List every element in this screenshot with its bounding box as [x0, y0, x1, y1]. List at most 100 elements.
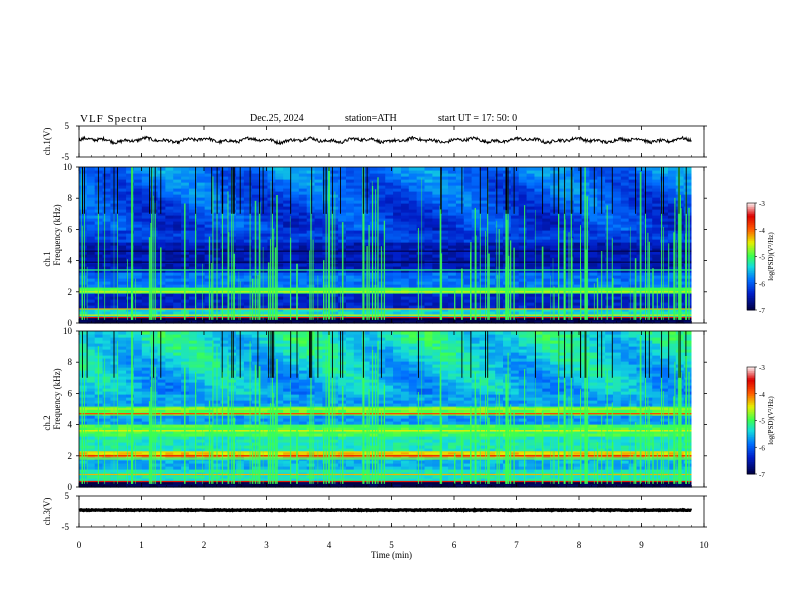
spectrogram-cell	[133, 439, 143, 443]
spectrogram-cell	[455, 233, 465, 237]
spectrogram-cell	[79, 355, 88, 359]
spectrogram-cell	[259, 188, 269, 192]
spectrogram-cell	[118, 346, 127, 350]
spectrogram-cell	[526, 215, 536, 219]
spectrogram-cell	[228, 173, 237, 177]
spectrogram-cell	[644, 182, 653, 186]
spectrogram-cell	[565, 305, 575, 309]
spectrogram-cell	[314, 203, 324, 207]
spectrogram-cell	[393, 320, 402, 324]
spectrogram-cell	[275, 209, 284, 213]
spectrogram-cell	[558, 299, 567, 303]
spectrogram-cell	[283, 191, 292, 195]
spectrogram-cell	[79, 209, 88, 213]
spectrogram-cell	[126, 239, 135, 243]
spectrogram-cell	[377, 200, 386, 204]
spectrogram-cell	[432, 242, 441, 246]
spectrogram-cell	[605, 194, 614, 198]
spectrogram-cell	[550, 284, 559, 288]
spectrogram-cell	[455, 200, 465, 204]
spectrogram-cell	[118, 185, 127, 189]
spectrogram-cell	[495, 212, 504, 216]
spectrogram-cell	[188, 200, 198, 204]
spectrogram-cell	[455, 296, 465, 300]
spectrogram-cell	[118, 272, 127, 276]
spectrogram-cell	[432, 311, 441, 315]
spectrogram-cell	[126, 397, 135, 401]
spectrogram-cell	[518, 245, 528, 249]
spectrogram-cell	[196, 302, 206, 306]
spectrogram-cell	[220, 311, 229, 315]
spectrogram-cell	[652, 218, 661, 222]
spectrogram-cell	[660, 320, 669, 324]
spectrogram-cell	[361, 218, 371, 222]
spectrogram-cell	[149, 179, 159, 183]
spectrogram-cell	[306, 296, 316, 300]
spectrogram-cell	[149, 251, 159, 255]
spectrogram-cell	[612, 269, 622, 273]
spectrogram-cell	[612, 188, 622, 192]
spectrogram-cell	[126, 460, 135, 464]
spectrogram-cell	[133, 269, 143, 273]
spectrogram-cell	[306, 272, 316, 276]
spectrogram-cell	[385, 215, 394, 219]
spectrogram-cell	[440, 203, 449, 207]
spectrogram-cell	[503, 200, 512, 204]
spectrogram-cell	[165, 221, 174, 225]
spectrogram-cell	[306, 320, 316, 324]
spectrogram-cell	[157, 191, 166, 195]
spectrogram-cell	[165, 233, 174, 237]
spectrogram-cell	[267, 197, 276, 201]
spectrogram-cell	[165, 275, 174, 279]
spectrogram-cell	[243, 317, 253, 321]
spectrogram-cell	[110, 481, 119, 485]
spectrogram-cell	[126, 475, 135, 479]
spectrogram-cell	[400, 278, 410, 282]
spectrogram-cell	[243, 266, 253, 270]
spectrogram-cell	[455, 239, 465, 243]
spectrogram-cell	[236, 257, 245, 261]
spectrogram-cell	[573, 320, 583, 324]
spectrogram-cell	[424, 173, 433, 177]
spectrogram-cell	[644, 251, 653, 255]
spectrogram-cell	[322, 236, 331, 240]
spectrogram-cell	[440, 245, 449, 249]
spectrogram-cell	[314, 170, 324, 174]
spectrogram-cell	[385, 254, 394, 258]
spectrogram-cell	[110, 463, 119, 467]
spectrogram-cell	[102, 427, 112, 431]
spectrogram-cell	[149, 433, 159, 437]
spectrogram-cell	[369, 266, 378, 270]
spectrogram-cell	[440, 173, 449, 177]
spectrogram-cell	[660, 194, 669, 198]
spectrogram-cell	[259, 299, 269, 303]
spectrogram-cell	[558, 221, 567, 225]
spectrogram-cell	[345, 209, 355, 213]
spectrogram-cell	[612, 176, 622, 180]
spectrogram-cell	[133, 376, 143, 380]
spectrogram-cell	[196, 239, 206, 243]
spectrogram-cell	[102, 209, 112, 213]
spectrogram-cell	[259, 203, 269, 207]
spectrogram-cell	[275, 302, 284, 306]
spectrogram-cell	[157, 269, 166, 273]
spectrogram-cell	[291, 251, 300, 255]
spectrogram-cell	[173, 278, 182, 282]
spectrogram-cell	[86, 379, 96, 383]
spectrogram-cell	[188, 311, 198, 315]
spectrogram-cell	[644, 263, 653, 267]
spectrogram-cell	[259, 257, 269, 261]
spectrogram-cell	[369, 209, 378, 213]
spectrogram-cell	[298, 308, 308, 312]
spectrogram-cell	[133, 221, 143, 225]
spectrogram-cell	[118, 299, 127, 303]
spectrogram-cell	[448, 281, 457, 285]
spectrogram-cell	[173, 266, 182, 270]
spectrogram-cell	[683, 170, 693, 174]
spectrogram-cell	[628, 245, 638, 249]
spectrogram-cell	[605, 281, 614, 285]
spectrogram-cell	[338, 176, 347, 180]
spectrogram-cell	[620, 176, 630, 180]
spectrogram-cell	[110, 272, 119, 276]
spectrogram-cell	[196, 266, 206, 270]
